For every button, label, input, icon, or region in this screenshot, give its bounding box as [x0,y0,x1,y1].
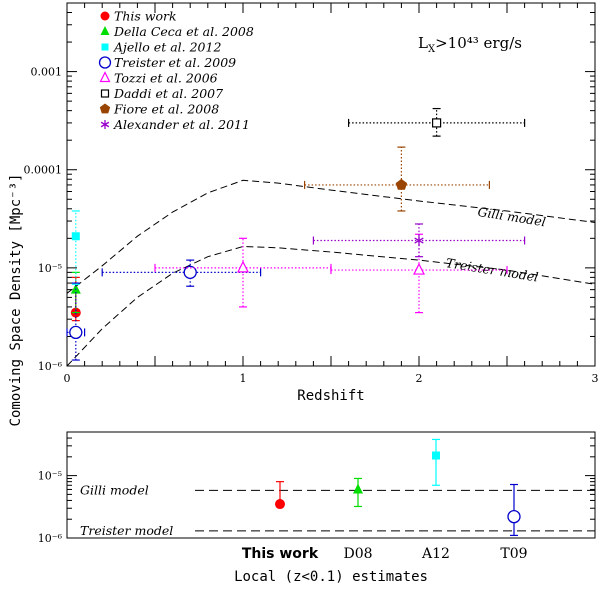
marker-open-circle [98,56,112,69]
legend-entry: This work [114,9,177,24]
marker-open-circle [69,325,83,340]
y-tick-label: 0.001 [31,66,63,79]
marker-open-circle [183,265,197,280]
luminosity-annotation: LX>10⁴³ erg/s [418,34,522,55]
legend-entry: Daddi et al. 2007 [113,86,223,101]
marker-filled-square [101,43,109,51]
category-label: This work [242,546,319,562]
category-label: T09 [500,546,527,562]
marker-asterisk-stroke [414,237,424,244]
x-axis-title: Redshift [297,388,364,404]
legend-entry: Tozzi et al. 2006 [114,71,218,86]
local-axis-title: Local (z<0.1) estimates [234,569,428,585]
local-model-label: Treister model [80,523,173,538]
legend-entry: Della Ceca et al. 2008 [113,24,254,39]
y-tick-label: 0.0001 [24,164,63,177]
x-tick-label: 2 [416,372,423,385]
category-label: A12 [421,546,450,562]
x-tick-label: 3 [592,372,599,385]
marker-open-triangle [237,260,249,273]
marker-open-circle [507,509,521,524]
marker-filled-circle [275,499,285,510]
marker-open-square [100,89,110,98]
model-curve-treister [66,245,596,367]
x-tick-label: 0 [64,372,71,385]
x-tick-label: 1 [240,372,247,385]
category-label: D08 [343,546,372,562]
annotation-subscript: X [428,44,436,55]
marker-filled-square [432,451,440,460]
legend-entry: Treister et al. 2009 [114,55,236,70]
y-tick-label: 10⁻⁶ [38,532,63,545]
y-tick-label: 10⁻⁵ [38,262,62,275]
marker-filled-pentagon [395,178,408,190]
marker-open-square [432,118,442,128]
y-axis-title: Comoving Space Density [Mpc⁻³] [8,174,24,427]
y-tick-label: 10⁻⁵ [38,470,62,483]
marker-filled-pentagon [99,103,111,114]
local-model-label: Gilli model [80,482,149,497]
y-tick-label: 10⁻⁶ [38,360,63,373]
marker-asterisk-stroke [100,121,110,128]
legend-entry: Fiore et al. 2008 [113,102,219,117]
marker-filled-square [71,232,80,241]
annotation-rest: >10⁴³ erg/s [435,34,522,52]
marker-filled-triangle [100,26,110,35]
marker-filled-triangle [353,483,363,494]
marker-open-triangle [99,71,111,83]
marker-filled-circle [100,11,110,21]
gilli-model-label: Gilli model [477,204,547,230]
legend-entry: Ajello et al. 2012 [113,40,221,55]
legend-entry: Alexander et al. 2011 [113,117,250,132]
annotation-main: L [418,34,428,52]
model-curve-gilli [66,179,596,294]
marker-open-triangle [413,262,425,275]
